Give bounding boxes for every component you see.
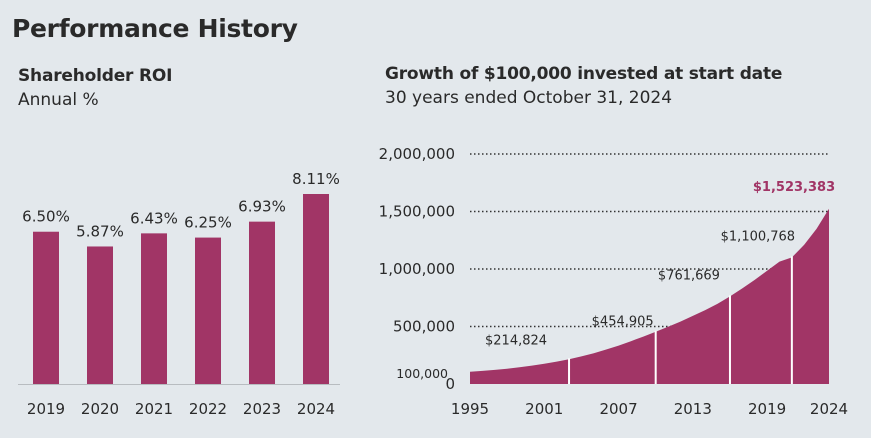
x-tick-label-2001: 2001 <box>525 400 563 418</box>
y-tick-label: 500,000 <box>393 318 455 336</box>
roi-chart-subtitle: Annual % <box>18 90 99 110</box>
y-tick-label: 2,000,000 <box>379 145 455 163</box>
page-title: Performance History <box>12 14 298 43</box>
roi-bar-2021 <box>141 233 167 384</box>
x-tick-label-2022: 2022 <box>189 400 227 418</box>
value-annotation-2024: $1,523,383 <box>753 180 835 195</box>
roi-bar-2023 <box>249 221 275 384</box>
x-tick-label-2020: 2020 <box>81 400 119 418</box>
start-value-label: 100,000 <box>396 366 448 381</box>
x-tick-label-2024: 2024 <box>810 400 848 418</box>
value-annotation-2010: $454,905 <box>592 315 654 330</box>
roi-bar-chart: 6.50% 2019 5.87% 2020 6.43% 2021 6.25% 2022 6.93… <box>18 170 340 418</box>
roi-bar-2020 <box>87 246 113 384</box>
x-tick-label-2023: 2023 <box>243 400 281 418</box>
growth-chart-title: Growth of $100,000 invested at start dat… <box>385 64 783 84</box>
y-tick-label: 1,500,000 <box>379 203 455 221</box>
roi-chart-title: Shareholder ROI <box>18 66 173 86</box>
data-label-2023: 6.93% <box>238 198 286 216</box>
data-label-2020: 5.87% <box>76 222 124 240</box>
x-tick-label-2021: 2021 <box>135 400 173 418</box>
data-label-2019: 6.50% <box>22 208 70 226</box>
x-tick-label-2019: 2019 <box>27 400 65 418</box>
data-label-2022: 6.25% <box>184 214 232 232</box>
x-tick-label-1995: 1995 <box>451 400 489 418</box>
roi-bar-2022 <box>195 237 221 384</box>
roi-bar-2019 <box>33 231 59 384</box>
x-tick-label-2024: 2024 <box>297 400 335 418</box>
x-tick-label-2007: 2007 <box>599 400 637 418</box>
growth-area <box>470 208 829 384</box>
value-annotation-2003: $214,824 <box>485 333 547 348</box>
x-tick-label-2013: 2013 <box>674 400 712 418</box>
data-label-2021: 6.43% <box>130 209 178 227</box>
data-label-2024: 8.11% <box>292 170 340 188</box>
growth-chart-subtitle: 30 years ended October 31, 2024 <box>385 88 673 108</box>
x-tick-label-2019: 2019 <box>748 400 786 418</box>
growth-area-chart: 2,000,000 1,500,000 1,000,000 500,000 0100,0… <box>379 145 848 418</box>
y-tick-label: 0 <box>445 375 455 393</box>
value-annotation-2021: $1,100,768 <box>721 229 795 244</box>
value-annotation-2016: $761,669 <box>658 268 720 283</box>
y-tick-label: 1,000,000 <box>379 260 455 278</box>
roi-bar-2024 <box>303 194 329 384</box>
